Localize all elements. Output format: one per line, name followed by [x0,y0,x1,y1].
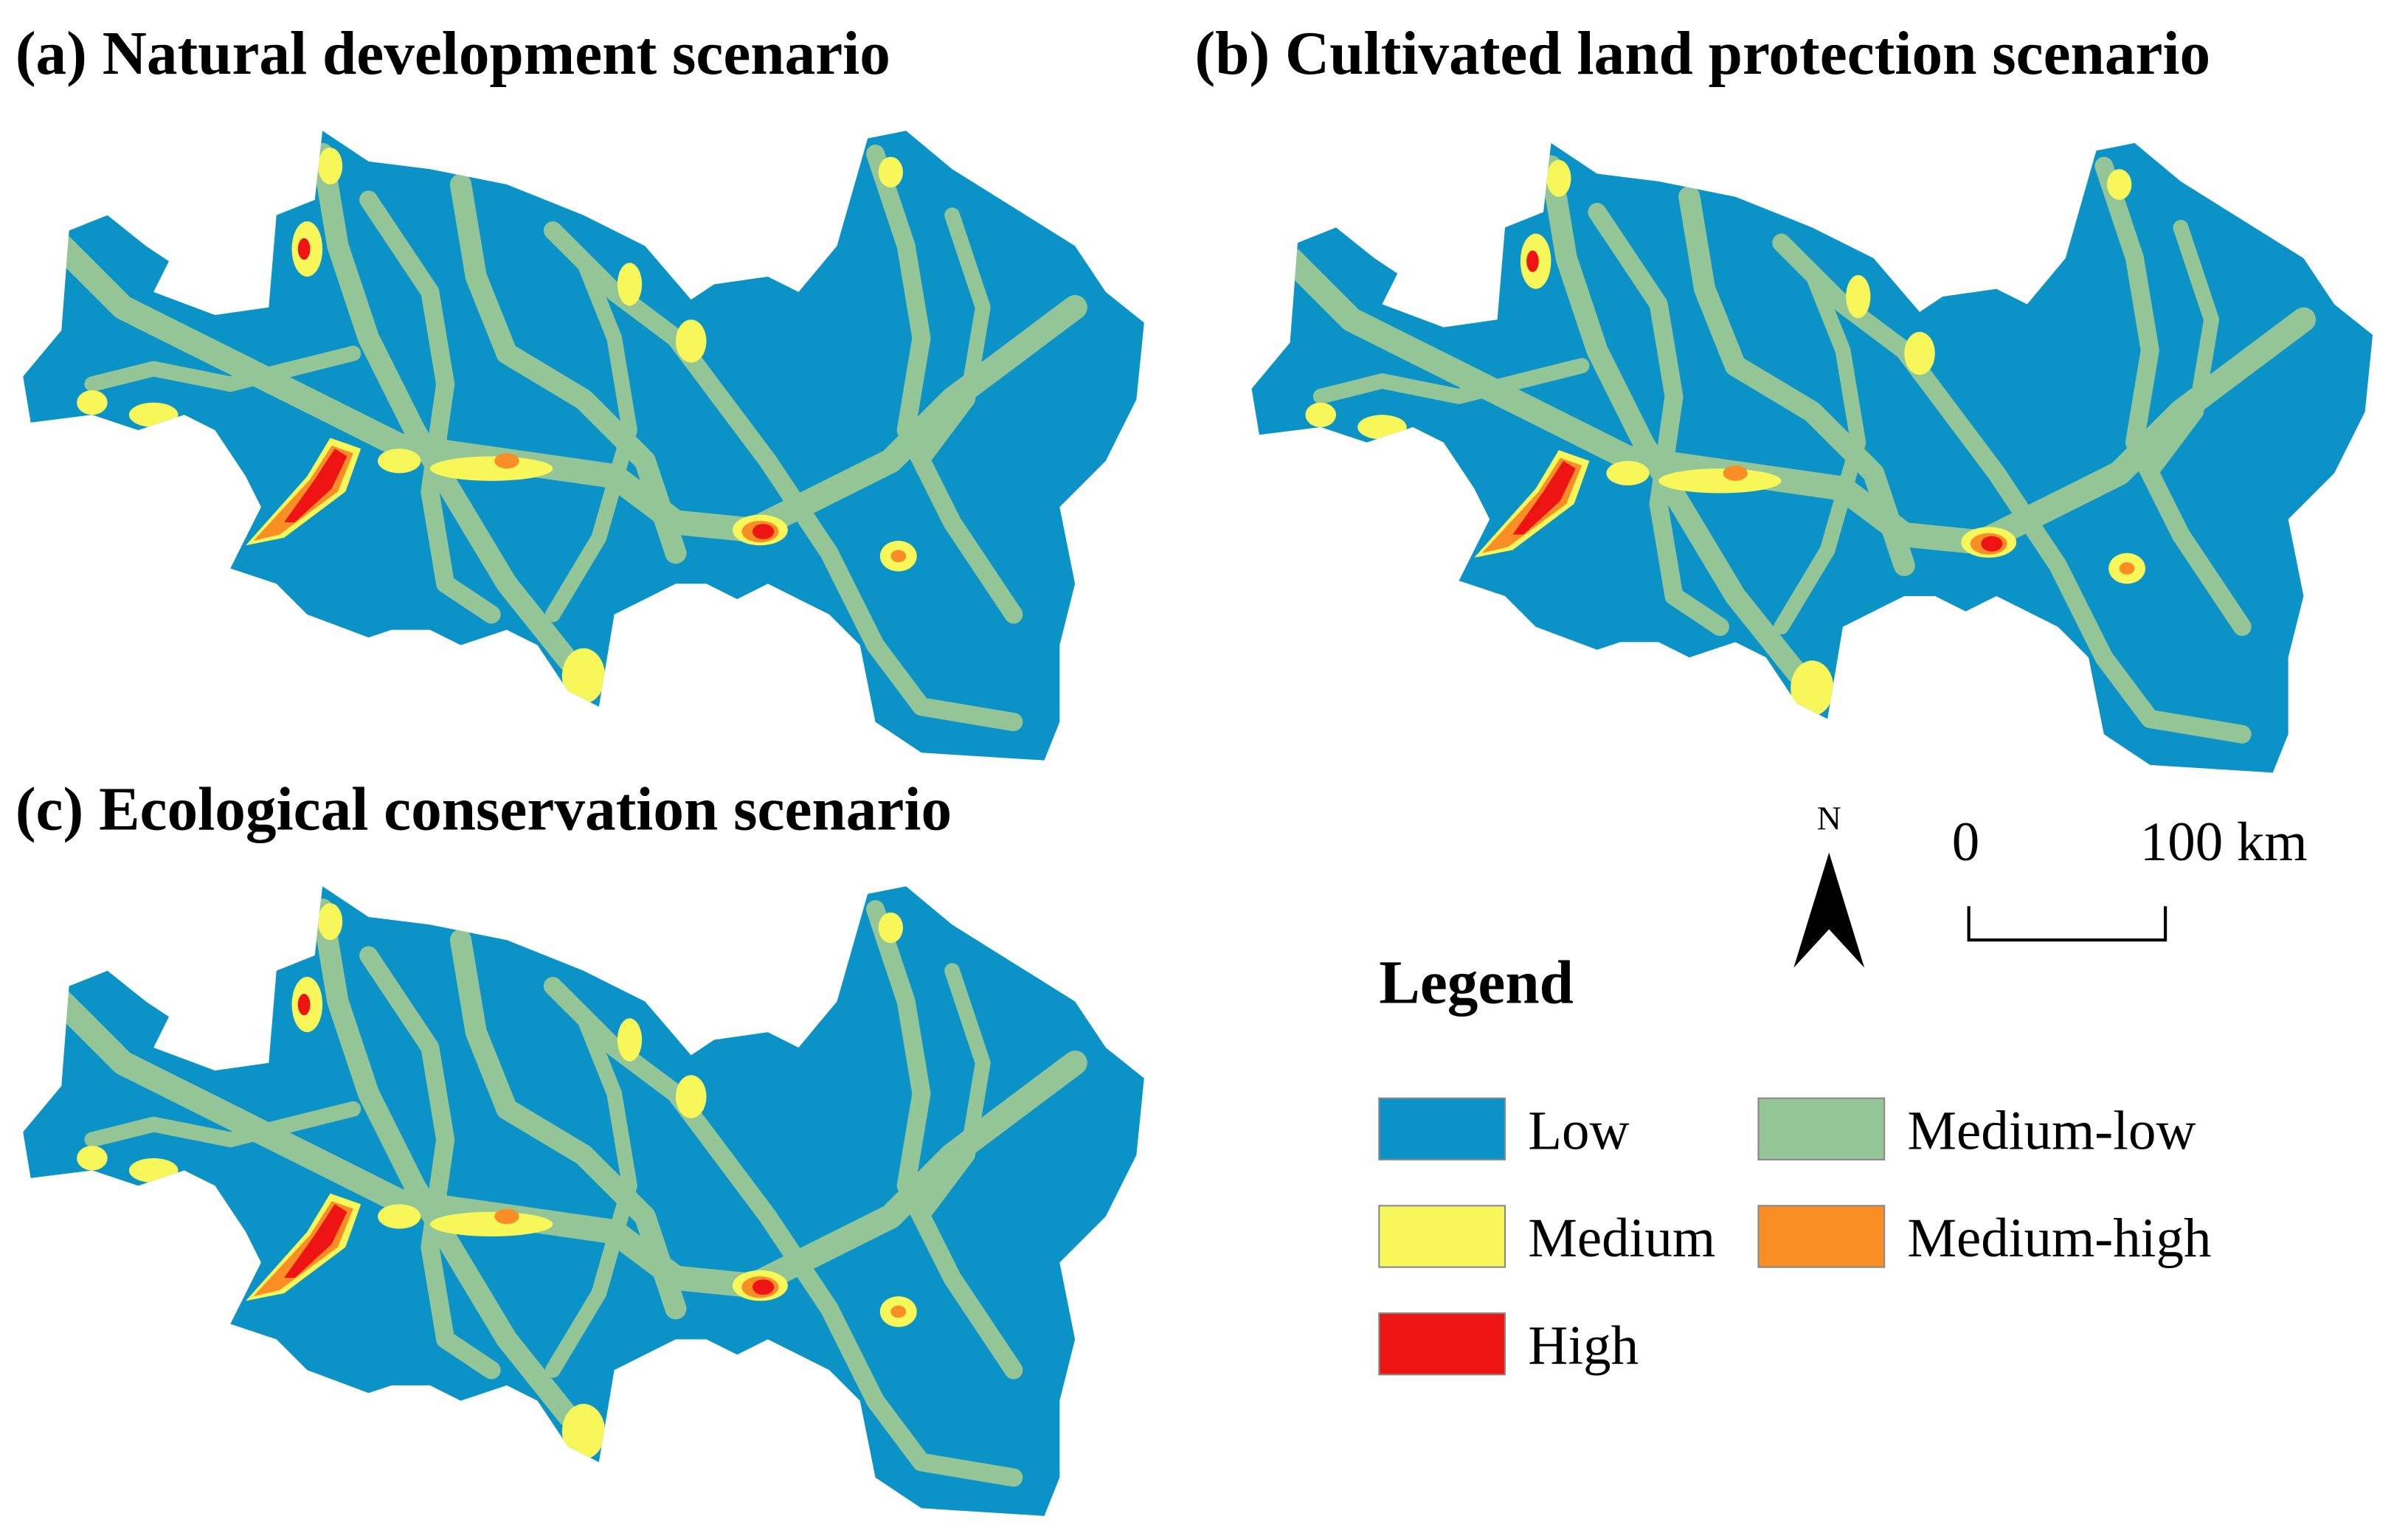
north-arrow [1793,852,1865,968]
legend: Low Medium-low Medium Medium-high High [1378,1097,2211,1377]
map-natural [23,131,1144,760]
scale-label: 100 km [2140,812,2308,873]
legend-swatch [1757,1097,1886,1160]
panel-title: (c) Ecological conservation scenario [15,775,952,843]
scale-label: 0 [1952,812,1979,873]
legend-swatch [1378,1205,1506,1268]
scale-bar [1967,906,2167,942]
legend-swatch [1378,1097,1506,1160]
panel-title: (b) Cultivated land protection scenario [1195,20,2211,88]
legend-label: High [1528,1315,1639,1377]
legend-label: Medium-low [1907,1100,2196,1161]
legend-swatch [1378,1312,1506,1376]
north-label: N [1817,799,1841,837]
map-ecological [23,886,1144,1515]
legend-swatch [1757,1205,1886,1268]
legend-label: Medium [1528,1208,1715,1269]
legend-label: Medium-high [1907,1208,2211,1269]
legend-title: Legend [1379,949,1574,1017]
panel-title: (a) Natural development scenario [15,20,890,88]
legend-label: Low [1528,1100,1629,1161]
map-cultivated [1252,143,2373,772]
